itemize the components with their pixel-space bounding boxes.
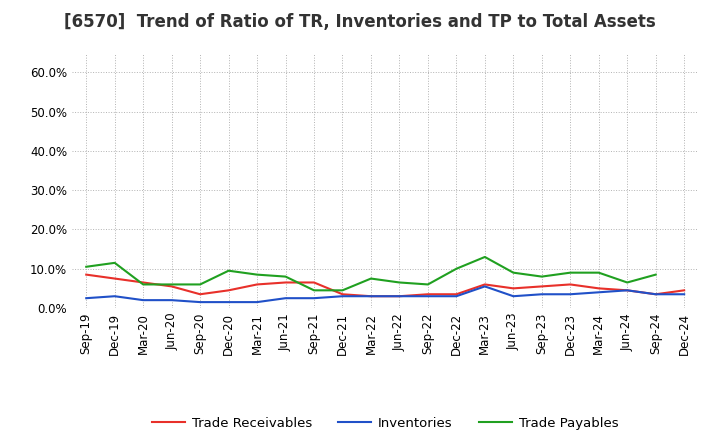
- Trade Payables: [310, 288, 318, 293]
- Trade Receivables: [480, 282, 489, 287]
- Trade Receivables: [310, 280, 318, 285]
- Trade Receivables: [623, 288, 631, 293]
- Legend: Trade Receivables, Inventories, Trade Payables: Trade Receivables, Inventories, Trade Pa…: [147, 411, 624, 435]
- Inventories: [282, 296, 290, 301]
- Trade Payables: [110, 260, 119, 265]
- Trade Payables: [167, 282, 176, 287]
- Trade Receivables: [110, 276, 119, 281]
- Trade Payables: [595, 270, 603, 275]
- Inventories: [480, 284, 489, 289]
- Trade Payables: [566, 270, 575, 275]
- Trade Payables: [652, 272, 660, 277]
- Inventories: [366, 293, 375, 299]
- Trade Payables: [509, 270, 518, 275]
- Inventories: [423, 293, 432, 299]
- Line: Inventories: Inventories: [86, 286, 684, 302]
- Trade Receivables: [680, 288, 688, 293]
- Trade Receivables: [509, 286, 518, 291]
- Trade Payables: [366, 276, 375, 281]
- Inventories: [110, 293, 119, 299]
- Trade Payables: [196, 282, 204, 287]
- Inventories: [595, 290, 603, 295]
- Line: Trade Payables: Trade Payables: [86, 257, 656, 290]
- Trade Payables: [537, 274, 546, 279]
- Text: [6570]  Trend of Ratio of TR, Inventories and TP to Total Assets: [6570] Trend of Ratio of TR, Inventories…: [64, 13, 656, 31]
- Inventories: [395, 293, 404, 299]
- Inventories: [82, 296, 91, 301]
- Inventories: [167, 297, 176, 303]
- Inventories: [310, 296, 318, 301]
- Inventories: [623, 288, 631, 293]
- Trade Receivables: [566, 282, 575, 287]
- Inventories: [680, 292, 688, 297]
- Trade Payables: [225, 268, 233, 273]
- Trade Receivables: [338, 292, 347, 297]
- Line: Trade Receivables: Trade Receivables: [86, 275, 684, 296]
- Trade Payables: [82, 264, 91, 269]
- Trade Receivables: [167, 284, 176, 289]
- Trade Receivables: [82, 272, 91, 277]
- Trade Receivables: [196, 292, 204, 297]
- Trade Receivables: [395, 293, 404, 299]
- Trade Receivables: [366, 293, 375, 299]
- Inventories: [225, 300, 233, 305]
- Trade Payables: [452, 266, 461, 271]
- Inventories: [196, 300, 204, 305]
- Trade Receivables: [595, 286, 603, 291]
- Trade Payables: [423, 282, 432, 287]
- Trade Payables: [282, 274, 290, 279]
- Trade Payables: [253, 272, 261, 277]
- Trade Payables: [480, 254, 489, 260]
- Inventories: [537, 292, 546, 297]
- Trade Receivables: [452, 292, 461, 297]
- Inventories: [452, 293, 461, 299]
- Trade Receivables: [652, 292, 660, 297]
- Inventories: [139, 297, 148, 303]
- Trade Receivables: [282, 280, 290, 285]
- Inventories: [338, 293, 347, 299]
- Inventories: [652, 292, 660, 297]
- Trade Receivables: [423, 292, 432, 297]
- Inventories: [253, 300, 261, 305]
- Trade Receivables: [139, 280, 148, 285]
- Trade Payables: [623, 280, 631, 285]
- Inventories: [509, 293, 518, 299]
- Trade Receivables: [537, 284, 546, 289]
- Inventories: [566, 292, 575, 297]
- Trade Payables: [338, 288, 347, 293]
- Trade Receivables: [225, 288, 233, 293]
- Trade Payables: [395, 280, 404, 285]
- Trade Receivables: [253, 282, 261, 287]
- Trade Payables: [139, 282, 148, 287]
